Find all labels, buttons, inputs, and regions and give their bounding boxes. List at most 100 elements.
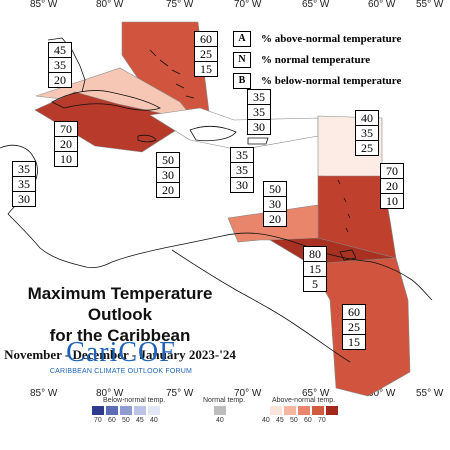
lon-label-55w-bottom: 55° W bbox=[416, 388, 444, 399]
colorbar-below-cell bbox=[120, 406, 132, 415]
colorbar-normal-cell bbox=[214, 406, 226, 415]
prob-below: 10 bbox=[386, 194, 398, 208]
prob-above: 45 bbox=[49, 43, 71, 58]
lon-label-60w: 60° W bbox=[368, 0, 396, 10]
colorbar-below-cell bbox=[134, 406, 146, 415]
colorbar-below-tick: 60 bbox=[108, 417, 116, 424]
prob-below: 30 bbox=[18, 192, 30, 206]
colorbar-above-cell bbox=[270, 406, 282, 415]
legend-row-below: B % below-normal temperature bbox=[233, 70, 415, 91]
title-line-2: for the Caribbean bbox=[49, 326, 191, 345]
map-title: Maximum Temperature Outlook for the Cari… bbox=[0, 283, 240, 363]
zone-hispaniola-north bbox=[149, 107, 319, 151]
prob-below: 20 bbox=[54, 73, 66, 87]
prob-above: 35 bbox=[231, 148, 253, 163]
prob-below: 30 bbox=[236, 178, 248, 192]
lon-label-85w: 85° W bbox=[30, 0, 58, 10]
colorbar-below-cell bbox=[92, 406, 104, 415]
coast-trinidad bbox=[339, 249, 357, 261]
prob-above: 80 bbox=[304, 247, 326, 262]
colorbar-above-tick: 70 bbox=[318, 417, 326, 424]
lon-label-70w: 70° W bbox=[234, 0, 262, 10]
caricof-logo: CariCOF CARIBBEAN CLIMATE OUTLOOK FORUM bbox=[46, 337, 196, 376]
prob-box-central-america: 70 20 10 bbox=[54, 121, 78, 167]
prob-above: 60 bbox=[195, 32, 217, 47]
prob-normal: 35 bbox=[13, 177, 35, 192]
colorbar-normal-tick: 40 bbox=[216, 417, 224, 424]
prob-below: 15 bbox=[200, 62, 212, 76]
legend-label-below: % below-normal temperature bbox=[261, 74, 402, 87]
prob-normal: 20 bbox=[55, 137, 77, 152]
lon-label-55w: 55° W bbox=[416, 0, 444, 10]
coast-hispaniola bbox=[189, 126, 237, 142]
lon-label-85w-bottom: 85° W bbox=[30, 388, 58, 399]
coast-grenadines bbox=[337, 179, 351, 233]
logo-tagline: CARIBBEAN CLIMATE OUTLOOK FORUM bbox=[49, 368, 193, 375]
prob-normal: 35 bbox=[231, 163, 253, 178]
colorbar-below-tick: 50 bbox=[122, 417, 130, 424]
colorbar-below-tick: 40 bbox=[150, 417, 158, 424]
prob-box-hispaniola-north: 35 35 30 bbox=[247, 89, 271, 135]
map-legend: A % above-normal temperature N % normal … bbox=[233, 28, 415, 91]
lon-label-70w-bottom: 70° W bbox=[234, 388, 262, 399]
title-line-1: Maximum Temperature Outlook bbox=[27, 284, 213, 324]
colorbar-below-tick: 45 bbox=[136, 417, 144, 424]
prob-box-lesser-antilles-north: 40 35 25 bbox=[355, 110, 379, 156]
coast-bahamas bbox=[149, 49, 195, 99]
prob-box-antilles-east: 70 20 10 bbox=[380, 163, 404, 209]
prob-below: 15 bbox=[348, 335, 360, 349]
prob-normal: 30 bbox=[157, 168, 179, 183]
colorbar-below-title: Below-normal temp. bbox=[103, 397, 165, 404]
colorbar-above-title: Above-normal temp. bbox=[272, 397, 335, 404]
lon-label-60w-bottom: 60° W bbox=[368, 388, 396, 399]
prob-above: 40 bbox=[356, 111, 378, 126]
colorbar-above-cell bbox=[312, 406, 324, 415]
lon-label-80w: 80° W bbox=[96, 0, 124, 10]
coast-jamaica bbox=[137, 134, 157, 143]
prob-box-cuba-west: 45 35 20 bbox=[48, 42, 72, 88]
coast-florida bbox=[47, 37, 86, 93]
prob-below: 20 bbox=[269, 212, 281, 226]
prob-below: 20 bbox=[162, 183, 174, 197]
prob-box-caribbean-south: 50 30 20 bbox=[263, 181, 287, 227]
colorbar-below-cell bbox=[148, 406, 160, 415]
prob-above: 70 bbox=[55, 122, 77, 137]
logo-name: CariCOF bbox=[66, 337, 176, 368]
prob-above: 60 bbox=[343, 305, 365, 320]
colorbar-above-tick: 50 bbox=[290, 417, 298, 424]
prob-normal: 20 bbox=[381, 179, 403, 194]
lon-label-75w-bottom: 75° W bbox=[166, 388, 194, 399]
prob-box-trinidad: 80 15 5 bbox=[303, 246, 327, 292]
legend-label-normal: % normal temperature bbox=[261, 53, 371, 66]
prob-above: 50 bbox=[264, 182, 286, 197]
colorbar-above-tick: 60 bbox=[304, 417, 312, 424]
longitude-axis-bottom: 85° W 80° W 75° W 70° W 65° W 60° W 55° … bbox=[30, 388, 444, 399]
prob-box-guianas: 60 25 15 bbox=[342, 304, 366, 350]
longitude-axis: 85° W 80° W 75° W 70° W 65° W 60° W 55° … bbox=[30, 0, 444, 10]
coast-central-america bbox=[7, 213, 113, 269]
legend-row-above: A % above-normal temperature bbox=[233, 28, 415, 49]
legend-key-normal: N bbox=[233, 51, 251, 68]
prob-normal: 30 bbox=[264, 197, 286, 212]
prob-normal: 15 bbox=[304, 262, 326, 277]
prob-below: 25 bbox=[361, 141, 373, 155]
prob-below: 10 bbox=[60, 152, 72, 166]
prob-above: 35 bbox=[248, 90, 270, 105]
colorbar-above-cell bbox=[298, 406, 310, 415]
prob-above: 50 bbox=[157, 153, 179, 168]
prob-above: 70 bbox=[381, 164, 403, 179]
colorbar-above-cell bbox=[326, 406, 338, 415]
prob-box-caribbean-central: 35 35 30 bbox=[230, 147, 254, 193]
coast-south-america bbox=[111, 232, 433, 301]
coastlines bbox=[0, 37, 433, 363]
legend-row-normal: N % normal temperature bbox=[233, 49, 415, 70]
colorbar-above-cell bbox=[284, 406, 296, 415]
prob-normal: 25 bbox=[343, 320, 365, 335]
colorbar-normal-title: Normal temp. bbox=[203, 397, 245, 404]
colorbar: Below-normal temp. Normal temp. Above-no… bbox=[103, 397, 335, 404]
colorbar-below-cell bbox=[106, 406, 118, 415]
colorbar-above-tick: 40 bbox=[262, 417, 270, 424]
lon-label-75w: 75° W bbox=[166, 0, 194, 10]
prob-above: 35 bbox=[13, 162, 35, 177]
prob-normal: 25 bbox=[195, 47, 217, 62]
